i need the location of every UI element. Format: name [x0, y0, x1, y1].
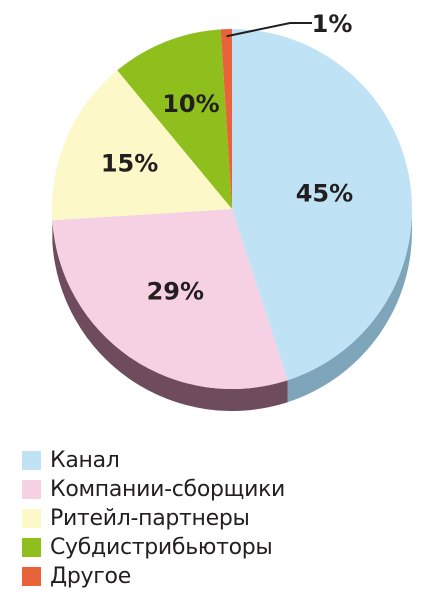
slice-label-субдистрибьюторы: 10% — [162, 90, 219, 118]
pie-side-компании-сборщики — [52, 220, 288, 412]
slice-label-канал: 45% — [296, 179, 353, 207]
legend-swatch-kompanii-sborshchiki — [22, 480, 41, 499]
legend-label: Канал — [50, 448, 120, 473]
legend-item-drugoe: Другое — [22, 562, 285, 591]
leader-lines — [226, 22, 312, 38]
slice-label-компании-сборщики: 29% — [147, 277, 204, 305]
legend-item-kanal: Канал — [22, 446, 285, 475]
legend-swatch-drugoe — [22, 567, 41, 586]
legend-label: Субдистрибьюторы — [50, 535, 273, 560]
slice-label-другое: 1% — [312, 10, 353, 38]
legend: Канал Компании-сборщики Ритейл-партнеры … — [22, 446, 285, 591]
pie-slices — [52, 29, 413, 390]
leader-line-другое — [226, 22, 312, 38]
legend-swatch-kanal — [22, 451, 41, 470]
pie-slice-компании-сборщики — [52, 209, 288, 390]
legend-label: Компании-сборщики — [50, 477, 286, 502]
pie-slice-канал — [232, 29, 413, 381]
pie-slice-субдистрибьюторы — [117, 29, 232, 209]
pie-slice-другое — [220, 29, 232, 209]
legend-swatch-riteil-partnery — [22, 509, 41, 528]
pie-chart: 45% 29% 15% 10% 1% — [52, 10, 413, 412]
legend-item-kompanii-sborshchiki: Компании-сборщики — [22, 475, 285, 504]
slice-labels: 45% 29% 15% 10% 1% — [101, 10, 353, 305]
slice-label-ритейл-партнеры: 15% — [101, 150, 158, 178]
legend-item-subdistribyutory: Субдистрибьюторы — [22, 533, 285, 562]
legend-item-riteil-partnery: Ритейл-партнеры — [22, 504, 285, 533]
pie-slice-ритейл-партнеры — [52, 70, 233, 221]
legend-label: Ритейл-партнеры — [50, 506, 250, 531]
pie-side-канал — [287, 209, 412, 403]
legend-label: Другое — [50, 564, 131, 589]
legend-swatch-subdistribyutory — [22, 538, 41, 557]
pie-sides — [52, 209, 412, 412]
